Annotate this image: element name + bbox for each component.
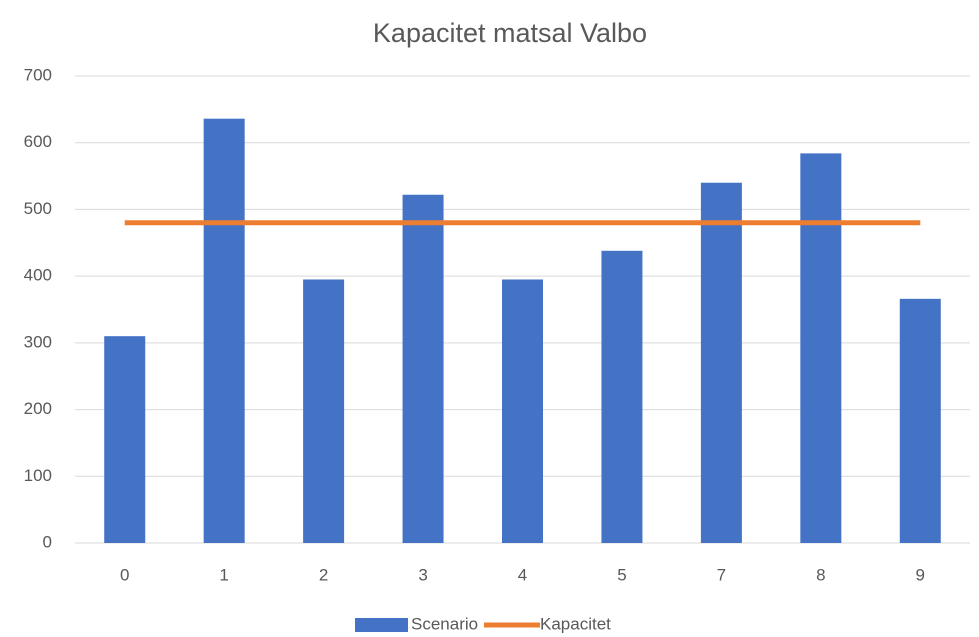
- y-tick-label: 700: [24, 65, 52, 84]
- legend-swatch: [355, 618, 408, 632]
- bar: [104, 336, 146, 543]
- y-tick-label: 300: [24, 332, 52, 351]
- legend-label: Kapacitet: [540, 614, 611, 633]
- chart-title: Kapacitet matsal Valbo: [373, 18, 647, 48]
- x-tick-label: 5: [617, 565, 626, 584]
- y-tick-label: 500: [24, 199, 52, 218]
- x-tick-label: 4: [518, 565, 527, 584]
- legend-label: Scenario: [411, 614, 478, 633]
- bar: [700, 182, 742, 543]
- x-tick-label: 8: [816, 565, 825, 584]
- bar: [601, 250, 643, 543]
- x-tick-label: 1: [219, 565, 228, 584]
- y-tick-label: 600: [24, 132, 52, 151]
- y-tick-label: 400: [24, 266, 52, 285]
- x-tick-label: 3: [418, 565, 427, 584]
- x-tick-label: 9: [916, 565, 925, 584]
- x-tick-label: 0: [120, 565, 129, 584]
- bar: [303, 279, 345, 543]
- bar: [899, 298, 941, 543]
- bar: [502, 279, 543, 543]
- y-tick-label: 0: [43, 532, 52, 551]
- x-tick-label: 7: [717, 565, 726, 584]
- bar: [800, 153, 842, 544]
- y-tick-label: 200: [24, 399, 52, 418]
- x-tick-label: 2: [319, 565, 328, 584]
- bar: [203, 118, 245, 543]
- y-tick-label: 100: [24, 466, 52, 485]
- bar: [402, 194, 444, 543]
